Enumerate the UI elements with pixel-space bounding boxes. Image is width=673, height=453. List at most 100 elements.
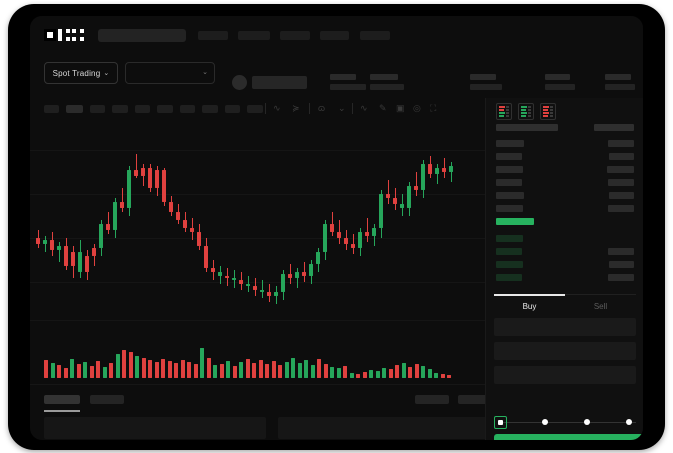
tab-buy[interactable]: Buy (522, 302, 537, 311)
brush-icon[interactable]: ɷ (318, 103, 326, 113)
bottom-right-tab-2[interactable] (458, 395, 490, 404)
orderbook-ask-amount[interactable] (608, 140, 634, 147)
volume-bar (310, 365, 315, 378)
toolbar-block-5[interactable] (135, 105, 150, 113)
orderbook-ask-price[interactable] (496, 166, 523, 173)
volume-bar (375, 371, 380, 378)
toolbar-block-9[interactable] (225, 105, 240, 113)
orderbook-ask-amount[interactable] (608, 205, 634, 212)
volume-bar (408, 367, 412, 378)
nav-item-5[interactable] (360, 31, 390, 40)
nav-item-1[interactable] (198, 31, 228, 40)
nav-item-3[interactable] (280, 31, 310, 40)
trading-pair-select[interactable]: ⌄ (125, 62, 215, 84)
toolbar-block-6[interactable] (157, 105, 173, 113)
stat-1 (330, 74, 366, 90)
toolbar-block-2[interactable] (66, 105, 83, 113)
orderbook-layout-bids-icon[interactable] (518, 103, 534, 120)
camera-icon[interactable]: ▣ (396, 103, 405, 113)
volume-bar (206, 358, 211, 378)
orderbook-layout-asks-icon[interactable] (540, 103, 556, 120)
bottom-right-tab-1[interactable] (415, 395, 449, 404)
stepper-dot-2[interactable] (584, 419, 590, 425)
nav-item-2[interactable] (238, 31, 270, 40)
gridline-4 (30, 282, 643, 283)
volume-bar (356, 374, 360, 378)
stat-label (370, 74, 398, 80)
toolbar-separator (265, 103, 266, 114)
orderbook-ask-amount[interactable] (607, 166, 634, 173)
volume-bar (265, 364, 269, 378)
volume-bar (57, 365, 61, 378)
settings-icon[interactable]: ◎ (413, 103, 421, 113)
order-field-amount[interactable] (494, 342, 636, 360)
volume-bar (50, 363, 55, 378)
amount-percent-stepper[interactable] (494, 416, 636, 429)
orderbook-bid-amount[interactable] (608, 274, 634, 281)
orderbook-bid-price[interactable] (496, 248, 522, 255)
stepper-dot-1[interactable] (542, 419, 548, 425)
toolbar-block-7[interactable] (180, 105, 195, 113)
volume-bar (141, 358, 146, 378)
tab-sell[interactable]: Sell (593, 302, 608, 311)
volume-bar (193, 364, 198, 378)
chevron-down-icon[interactable]: ⌄ (338, 103, 346, 113)
orderbook-spread-highlight[interactable] (496, 218, 534, 225)
toolbar-block-4[interactable] (112, 105, 128, 113)
toolbar-separator (309, 103, 310, 114)
toolbar-block-8[interactable] (202, 105, 218, 113)
volume-bar (154, 362, 159, 378)
volume-bar (63, 368, 68, 378)
orderbook-ask-amount[interactable] (608, 179, 634, 186)
volume-bar (115, 354, 120, 378)
volume-bar (349, 373, 354, 378)
stepper-active-handle[interactable] (494, 416, 507, 429)
gridline-2 (30, 194, 643, 195)
orderbook-bid-amount[interactable] (608, 248, 634, 255)
orderbook-bid-amount[interactable] (609, 261, 634, 268)
orderbook-ask-price[interactable] (496, 140, 524, 147)
toolbar-block-1[interactable] (44, 105, 59, 113)
orderbook-ask-amount[interactable] (609, 153, 634, 160)
volume-bar (284, 362, 289, 378)
bottom-tab-2[interactable] (90, 395, 124, 404)
volume-bar (109, 363, 113, 378)
orderbook-rows[interactable] (486, 124, 643, 302)
volume-bar (297, 363, 302, 378)
orderbook-bid-price[interactable] (496, 235, 523, 242)
orderbook-ask-price[interactable] (496, 179, 522, 186)
orderbook-header-amount[interactable] (594, 124, 634, 131)
okx-logo[interactable] (44, 29, 88, 41)
volume-bar (213, 365, 217, 378)
search-input[interactable] (98, 29, 186, 42)
place-buy-order-button[interactable] (494, 434, 643, 440)
stepper-dot-3[interactable] (626, 419, 632, 425)
stat-value (545, 84, 575, 90)
toolbar-block-10[interactable] (247, 105, 263, 113)
nav-item-4[interactable] (320, 31, 349, 40)
bottom-tab-active[interactable] (44, 395, 80, 404)
volume-bar (96, 361, 100, 378)
order-field-total[interactable] (494, 366, 636, 384)
orderbook-ask-price[interactable] (496, 192, 524, 199)
wave-icon[interactable]: ∿ (360, 103, 368, 113)
orderbook-ask-amount[interactable] (609, 192, 634, 199)
market-type-dropdown[interactable]: Spot Trading ⌄ (44, 62, 118, 84)
trendline-icon[interactable]: ∿ (273, 103, 281, 113)
orderbook-bid-price[interactable] (496, 261, 523, 268)
orderbook-layout-both-icon[interactable] (496, 103, 512, 120)
volume-bar (102, 367, 107, 378)
stat-value (370, 84, 404, 90)
order-field-price[interactable] (494, 318, 636, 336)
orderbook-ask-price[interactable] (496, 153, 522, 160)
fullscreen-icon[interactable]: ⛶ (430, 103, 437, 113)
fib-icon[interactable]: ≽ (292, 103, 300, 113)
orderbook-ask-price[interactable] (496, 205, 523, 212)
toolbar-block-3[interactable] (90, 105, 105, 113)
buy-sell-tabs: Buy Sell (494, 294, 636, 319)
top-navigation-bar (30, 16, 643, 52)
orderbook-header-price[interactable] (496, 124, 558, 131)
orderbook-bid-price[interactable] (496, 274, 522, 281)
ruler-icon[interactable]: ✎ (379, 103, 387, 113)
